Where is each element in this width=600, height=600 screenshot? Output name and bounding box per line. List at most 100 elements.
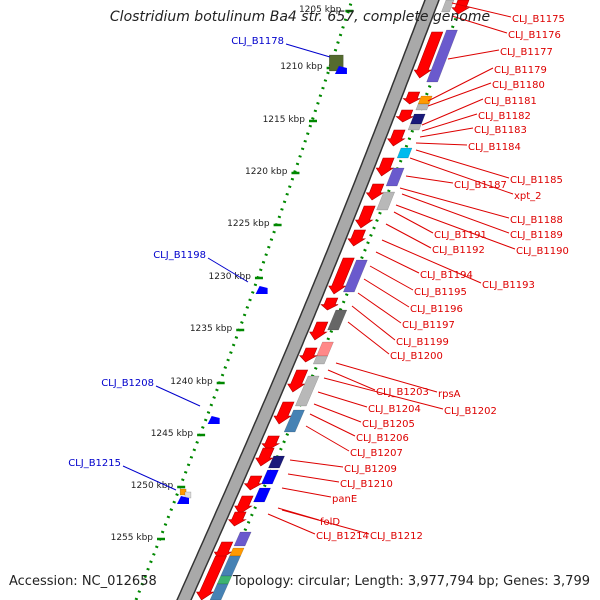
forward-gene-label: folD — [320, 517, 340, 528]
forward-leader-line — [287, 473, 340, 483]
forward-leader-line — [401, 193, 510, 234]
forward-gene-label: CLJ_B1205 — [362, 419, 415, 430]
backbone-inner-edge — [176, 0, 426, 600]
scale-label: 1245 kbp — [151, 429, 194, 439]
topology-label: Topology: circular; Length: 3,977,794 bp… — [232, 574, 590, 589]
scale-label: 1215 kbp — [263, 115, 306, 125]
forward-leader-line — [305, 425, 350, 452]
reverse-cds-arrow — [177, 496, 189, 504]
gene-box — [253, 487, 271, 503]
cds-arrow — [365, 183, 385, 201]
forward-leader-line — [427, 67, 494, 102]
forward-leader-line — [309, 413, 356, 437]
forward-gene-label: CLJ_B1207 — [350, 448, 403, 459]
reverse-leader-line — [155, 385, 201, 407]
forward-gene-label: CLJ_B1210 — [340, 479, 393, 490]
reverse-leader-line — [122, 465, 177, 491]
forward-leader-line — [399, 187, 510, 219]
cds-arrow — [386, 129, 406, 147]
forward-leader-line — [317, 391, 368, 408]
cds-arrow — [234, 495, 254, 515]
gene-box — [283, 409, 305, 433]
forward-gene-label: CLJ_B1203 — [376, 387, 429, 398]
genome-title: Clostridium botulinum Ba4 str. 657, comp… — [109, 9, 491, 25]
forward-gene-label: CLJ_B1187 — [454, 180, 507, 191]
reverse-gene-box — [184, 491, 192, 499]
forward-gene-label: CLJ_B1177 — [500, 47, 553, 58]
forward-leader-line — [369, 265, 414, 291]
cds-arrow — [375, 157, 395, 177]
forward-gene-label: CLJ_B1206 — [356, 433, 409, 444]
forward-gene-label: CLJ_B1189 — [510, 230, 563, 241]
scale-label: 1250 kbp — [131, 481, 174, 491]
gene-box — [327, 309, 348, 331]
forward-leader-line — [395, 204, 516, 250]
cds-arrow — [309, 321, 329, 341]
reverse-cds-arrow — [334, 66, 347, 74]
forward-gene-label: CLJ_B1183 — [474, 125, 527, 136]
cds-arrow — [227, 511, 247, 527]
reverse-cds-arrow — [255, 286, 268, 294]
forward-gene-label: CLJ_B1180 — [492, 80, 545, 91]
forward-gene-label: CLJ_B1204 — [368, 404, 421, 415]
forward-leader-line — [419, 127, 474, 138]
gene-box — [233, 531, 252, 547]
forward-leader-line — [363, 278, 410, 308]
forward-leader-line — [335, 362, 438, 393]
forward-gene-label: CLJ_B1181 — [484, 96, 537, 107]
cds-arrow — [196, 555, 228, 600]
cds-arrow — [395, 109, 414, 123]
gene-box — [229, 547, 245, 557]
gene-box — [294, 375, 320, 407]
forward-leader-line — [409, 157, 514, 195]
cds-arrow — [273, 401, 295, 425]
reverse-gene-label: CLJ_B1198 — [153, 250, 206, 261]
reverse-gene-label: CLJ_B1215 — [68, 458, 121, 469]
cds-arrow — [299, 347, 318, 363]
forward-gene-label: CLJ_B1176 — [508, 30, 561, 41]
cds-arrow — [354, 205, 376, 229]
cds-arrow — [243, 475, 263, 491]
forward-leader-line — [267, 513, 316, 535]
cds-arrow — [261, 435, 281, 451]
forward-gene-label: CLJ_B1214 — [316, 531, 369, 542]
forward-leader-line — [415, 149, 510, 179]
gene-box — [316, 341, 334, 357]
forward-leader-line — [385, 223, 432, 249]
forward-leader-line — [313, 403, 362, 423]
forward-gene-label: CLJ_B1202 — [444, 406, 497, 417]
scale-label: 1230 kbp — [209, 272, 252, 282]
cds-arrow — [255, 447, 275, 467]
gene-box — [396, 147, 413, 159]
forward-gene-label: rpsA — [438, 389, 461, 400]
reverse-tick-track — [134, 0, 354, 600]
gene-box — [268, 455, 286, 469]
forward-gene-label: CLJ_B1195 — [414, 287, 467, 298]
forward-leader-line — [281, 509, 370, 535]
forward-leader-line — [415, 142, 468, 146]
forward-leader-line — [351, 305, 396, 341]
forward-gene-label: CLJ_B1179 — [494, 65, 547, 76]
forward-leader-line — [375, 251, 420, 274]
gene-box — [312, 355, 328, 365]
forward-gene-label: CLJ_B1185 — [510, 175, 563, 186]
cds-arrow — [287, 369, 309, 393]
forward-leader-line — [427, 82, 492, 107]
gene-box — [342, 259, 368, 293]
forward-gene-label: CLJ_B1212 — [370, 531, 423, 542]
gene-box — [216, 575, 233, 585]
cds-arrow — [413, 31, 444, 79]
reverse-gene-label: CLJ_B1178 — [231, 36, 284, 47]
scale-label: 1205 kbp — [299, 5, 342, 15]
reverse-leader-line — [285, 43, 331, 58]
forward-leader-line — [405, 175, 454, 184]
reverse-leader-line — [207, 257, 249, 283]
forward-gene-label: CLJ_B1209 — [344, 464, 397, 475]
backbone-outer-edge — [190, 0, 440, 600]
forward-gene-label: CLJ_B1200 — [390, 351, 443, 362]
gene-box — [209, 583, 229, 600]
forward-leader-line — [447, 49, 500, 60]
forward-leader-line — [393, 211, 434, 234]
